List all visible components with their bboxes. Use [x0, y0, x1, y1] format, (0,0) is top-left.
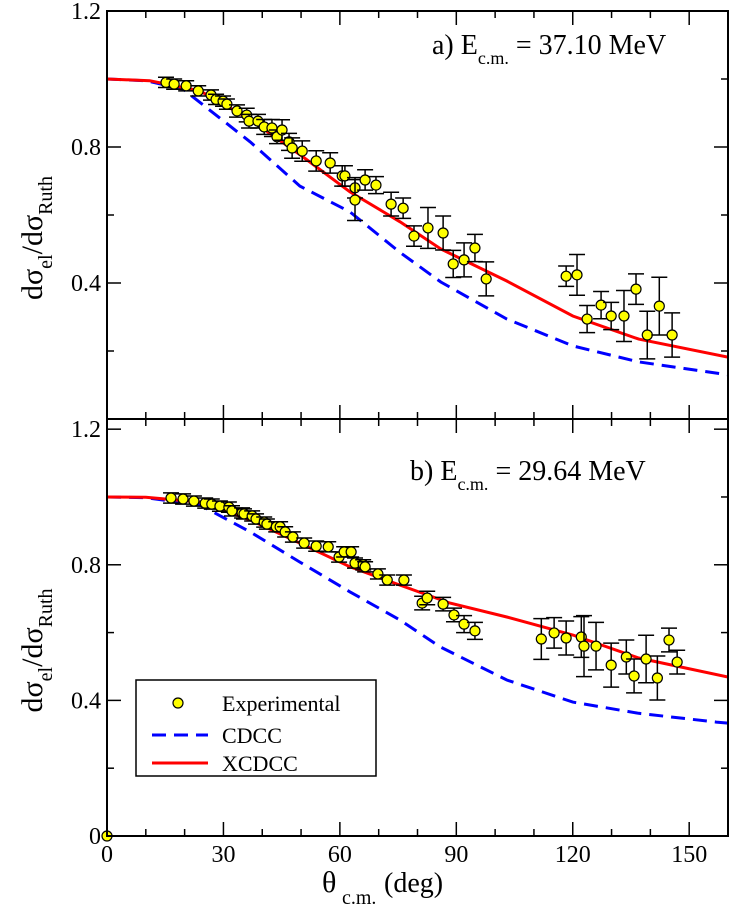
y-tick-label: 0 [89, 824, 101, 850]
legend-label-experimental: Experimental [222, 691, 341, 716]
data-point [605, 310, 617, 322]
data-point [595, 299, 607, 311]
x-tick-label: 30 [211, 842, 235, 868]
data-point [372, 568, 384, 580]
data-point [628, 670, 640, 682]
data-point [310, 155, 322, 167]
data-point [385, 198, 397, 210]
y-tick-label: 0.4 [71, 688, 101, 714]
y-tick-label: 1.2 [71, 0, 101, 25]
plot-frame [106, 10, 729, 420]
data-point [548, 627, 560, 639]
svg-text:c.m.: c.m. [342, 887, 376, 909]
data-point [630, 283, 642, 295]
data-point [437, 598, 449, 610]
data-point [231, 105, 243, 117]
y-axis-title: dσel/dσRuth [16, 176, 57, 300]
data-point [397, 202, 409, 214]
data-point [666, 329, 678, 341]
data-point [535, 633, 547, 645]
data-point [422, 222, 434, 234]
data-point [620, 651, 632, 663]
x-tick-label: 150 [671, 842, 707, 868]
data-point [349, 194, 361, 206]
x-tick-label: 90 [444, 842, 468, 868]
svg-text:θ: θ [322, 866, 336, 899]
x-tick-label: 120 [555, 842, 591, 868]
data-point [618, 310, 630, 322]
data-point [261, 518, 273, 530]
x-axis-title: θ c.m. (deg) [322, 866, 443, 909]
legend-marker-experimental [172, 697, 184, 709]
data-point [458, 618, 470, 630]
data-point [381, 574, 393, 586]
data-point [370, 179, 382, 191]
data-point [605, 659, 617, 671]
data-point [581, 313, 593, 325]
plot-frame [106, 418, 729, 837]
data-point [575, 631, 587, 643]
data-point [339, 170, 351, 182]
data-point [421, 592, 433, 604]
data-point [188, 495, 200, 507]
x-tick-label: 0 [101, 842, 113, 868]
y-tick-label: 0.8 [71, 135, 101, 161]
data-point [177, 493, 189, 505]
data-point [192, 85, 204, 97]
data-point [590, 640, 602, 652]
data-point [560, 270, 572, 282]
legend: Experimental CDCC XCDCC [135, 679, 377, 777]
data-point [663, 634, 675, 646]
panel-label: a) Ec.m. = 37.10 MeV [432, 30, 666, 68]
cdcc-curve [107, 77, 728, 377]
data-point [322, 541, 334, 553]
xcdcc-curve [107, 77, 728, 359]
data-point [437, 227, 449, 239]
data-point [398, 574, 410, 586]
data-point [408, 230, 420, 242]
legend-label-xcdcc: XCDCC [222, 751, 298, 776]
data-point [641, 329, 653, 341]
data-point [640, 653, 652, 665]
legend-box [135, 679, 377, 777]
data-point [469, 625, 481, 637]
data-point [310, 540, 322, 552]
x-tick-label: 60 [328, 842, 352, 868]
data-point [469, 242, 481, 254]
data-point [165, 492, 177, 504]
data-point [653, 300, 665, 312]
y-tick-label: 1.2 [71, 417, 101, 443]
legend-label-cdcc: CDCC [222, 723, 282, 748]
data-point [480, 273, 492, 285]
y-tick-label: 0.4 [71, 271, 101, 297]
data-point [651, 672, 663, 684]
panel-label: b) Ec.m. = 29.64 MeV [410, 456, 646, 494]
data-point [560, 632, 572, 644]
data-point [447, 258, 459, 270]
data-point [671, 656, 683, 668]
data-point [458, 254, 470, 266]
xcdcc-curve [107, 495, 728, 679]
data-point [345, 546, 357, 558]
y-tick-label: 0.8 [71, 553, 101, 579]
data-point [180, 80, 192, 92]
svg-text:(deg): (deg) [384, 868, 443, 899]
data-point [578, 640, 590, 652]
data-point [324, 157, 336, 169]
data-point [286, 142, 298, 154]
panel-a: 0.4 0.8 1.2 dσel/dσRuth a) Ec.m. = 37.10 MeV [16, 0, 729, 420]
data-point [298, 537, 310, 549]
data-point [276, 124, 288, 136]
data-point [287, 531, 299, 543]
data-point [359, 561, 371, 573]
data-point [359, 174, 371, 186]
data-point [168, 78, 180, 90]
y-axis-title: dσel/dσRuth [16, 588, 57, 712]
data-point [571, 269, 583, 281]
data-point [296, 145, 308, 157]
panel-b: 0 0.4 0.8 1.2 0 30 60 90 120 150 dσel/dσRuth b) Ec.… [16, 417, 729, 868]
